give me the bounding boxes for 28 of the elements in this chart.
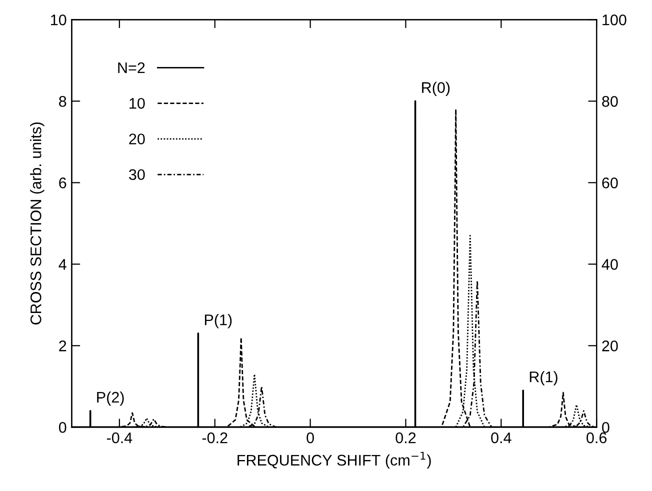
annotation: P(2) xyxy=(97,391,124,406)
x-tick-label: 0 xyxy=(306,432,314,444)
y2-tick-label: 20 xyxy=(602,340,618,352)
x-axis-title: FREQUENCY SHIFT (cm$^{−1}$) xyxy=(238,452,431,469)
y-axis-title: CROSS SECTION (arb. units) xyxy=(30,122,44,324)
y2-tick-label: 40 xyxy=(602,259,618,270)
legend-label: 10 xyxy=(130,98,145,109)
annotation: P(1) xyxy=(204,314,232,328)
y2-tick-label: 0 xyxy=(602,422,610,433)
y2-tick-label: 100 xyxy=(602,14,626,26)
y-tick-label: 2 xyxy=(59,340,66,352)
x-tick-label: 0.6 xyxy=(586,432,607,444)
x-tick-label: -0.2 xyxy=(202,432,228,444)
y-tick-label: 0 xyxy=(58,422,66,433)
legend-label: 20 xyxy=(129,134,145,144)
x-tick-label: 0.4 xyxy=(491,432,512,444)
x-tick-label: 0.2 xyxy=(396,432,416,444)
annotation: R(1) xyxy=(530,371,558,386)
y-tick-label: 10 xyxy=(51,14,66,26)
legend-label: 30 xyxy=(129,169,145,180)
y2-tick-label: 80 xyxy=(602,96,618,107)
y-tick-label: 4 xyxy=(58,259,66,270)
y-tick-label: 6 xyxy=(59,178,66,188)
legend-label: N=2 xyxy=(118,62,145,73)
y2-tick-label: 60 xyxy=(602,178,618,188)
x-tick-label: -0.4 xyxy=(106,432,132,444)
annotation: R(0) xyxy=(422,82,450,96)
y-tick-label: 8 xyxy=(59,96,66,107)
